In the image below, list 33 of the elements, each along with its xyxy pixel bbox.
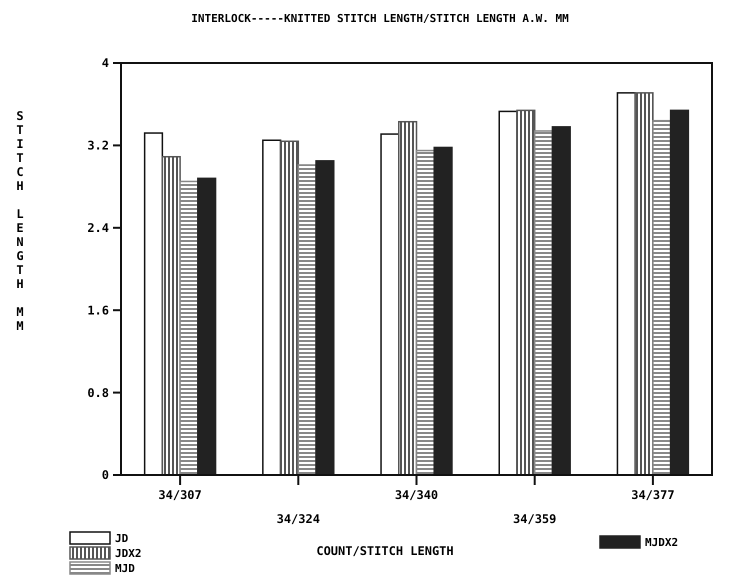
y-tick-label: 3.2 xyxy=(87,138,109,153)
x-tick-label: 34/359 xyxy=(513,512,556,526)
y-tick-label: 2.4 xyxy=(87,221,109,235)
y-tick-label: 1.6 xyxy=(87,303,109,318)
bar xyxy=(634,92,654,476)
bar xyxy=(280,140,300,476)
x-tick-label: 34/324 xyxy=(276,512,320,526)
x-tick-label: 34/307 xyxy=(158,488,202,502)
bar xyxy=(652,120,672,476)
bar xyxy=(516,110,536,476)
legend-label: JD xyxy=(115,532,129,545)
bar xyxy=(162,156,181,476)
text: STITCH LENGTH MM xyxy=(16,109,24,333)
bar xyxy=(670,110,690,476)
bar xyxy=(534,130,554,476)
bar xyxy=(197,178,216,476)
bar xyxy=(315,160,335,476)
y-tick-label: 0 xyxy=(102,468,109,482)
bar xyxy=(552,126,571,476)
bar xyxy=(298,164,317,476)
y-tick-label: 4 xyxy=(102,56,109,70)
x-axis-title: COUNT/STITCH LENGTH xyxy=(316,544,454,558)
legend-label: JDX2 xyxy=(115,546,142,560)
bar xyxy=(416,150,435,476)
chart-title: INTERLOCK-----KNITTED STITCH LENGTH/STITCH LENGTH A.W. MM xyxy=(191,12,570,25)
x-tick-label: 34/340 xyxy=(394,488,438,502)
legend-label: MJDX2 xyxy=(645,536,678,549)
bar xyxy=(179,180,199,476)
x-tick-label: 34/377 xyxy=(631,488,675,502)
bar xyxy=(433,146,453,476)
legend-label: MJD xyxy=(115,562,136,575)
bar xyxy=(398,120,418,476)
y-tick-label: 0.8 xyxy=(87,386,109,400)
